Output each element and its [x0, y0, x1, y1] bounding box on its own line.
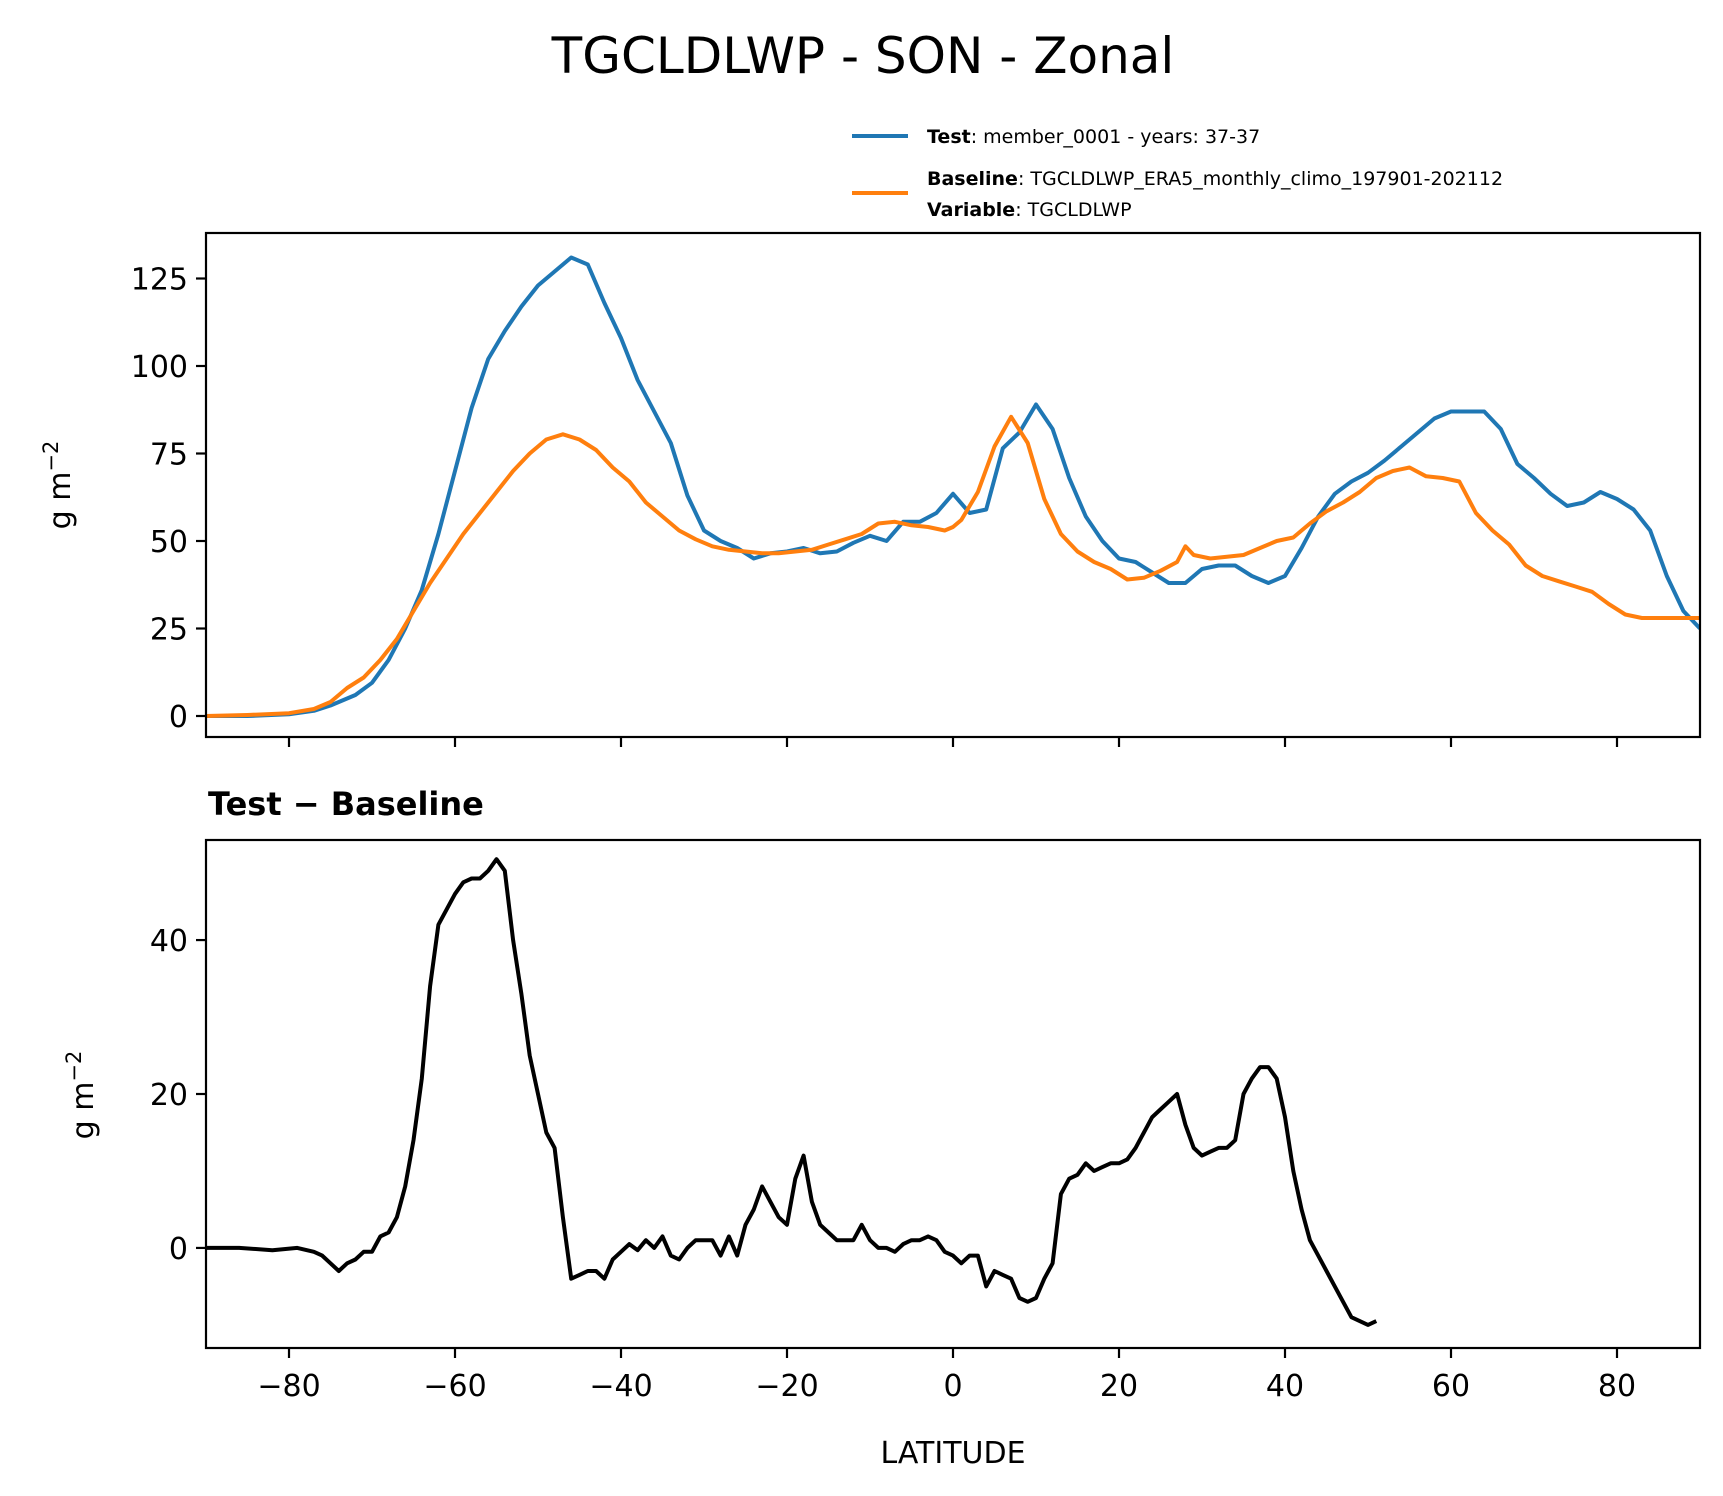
legend-test-text: : member_0001 - years: 37-37: [971, 126, 1260, 148]
legend-variable-bold: Variable: [927, 199, 1015, 221]
top-series-group: [206, 255, 1700, 718]
x-axis-label: LATITUDE: [880, 1436, 1025, 1471]
top-y-axis-label: g m−2: [39, 441, 78, 530]
bottom-y-ticks: 0 20 40: [150, 924, 206, 1267]
top-series-line-baseline: [206, 414, 1700, 718]
legend: Test: member_0001 - years: 37-37 Baselin…: [852, 126, 1503, 221]
legend-variable-text: : TGCLDLWP: [1015, 199, 1131, 221]
top-y-tick-label: 25: [150, 613, 188, 648]
legend-entry-test: Test: member_0001 - years: 37-37: [927, 126, 1260, 148]
top-y-ticks: 0 25 50 75 100 125: [131, 263, 206, 735]
x-tick-label: −40: [589, 1369, 652, 1404]
top-y-tick-label: 100: [131, 350, 188, 385]
bottom-axes-frame: [204, 838, 1702, 1350]
top-series-line-test: [206, 255, 1700, 718]
top-y-tick-label: 125: [131, 263, 188, 298]
difference-subplot-title: Test − Baseline: [208, 785, 484, 823]
top-y-tick-label: 50: [150, 525, 188, 560]
bottom-axes: 0 20 40 −80 −60 −40 −20 0 20 40 60 80 g m−2 LATITU…: [62, 838, 1702, 1471]
x-tick-label: 60: [1432, 1369, 1470, 1404]
x-tick-label: −20: [755, 1369, 818, 1404]
x-tick-label: 20: [1100, 1369, 1138, 1404]
bottom-y-tick-label: 0: [169, 1232, 188, 1267]
legend-test-bold: Test: [927, 126, 971, 148]
bottom-y-label-base: g m: [66, 1082, 101, 1140]
x-tick-label: −60: [423, 1369, 486, 1404]
legend-baseline-bold: Baseline: [927, 168, 1018, 190]
top-y-tick-label: 0: [169, 700, 188, 735]
x-tick-label: 0: [943, 1369, 962, 1404]
legend-entry-variable: Variable: TGCLDLWP: [927, 199, 1132, 221]
bottom-y-label-exp: −2: [62, 1051, 86, 1082]
top-y-label-base: g m: [43, 472, 78, 530]
top-x-ticks: [287, 737, 1619, 747]
top-y-label-exp: −2: [39, 441, 63, 472]
bottom-x-ticks: −80 −60 −40 −20 0 20 40 60 80: [257, 1348, 1636, 1404]
bottom-series-group: [206, 857, 1378, 1327]
bottom-y-tick-label: 40: [150, 924, 188, 959]
top-y-tick-label: 75: [150, 438, 188, 473]
legend-baseline-text: : TGCLDLWP_ERA5_monthly_climo_197901-202…: [1018, 168, 1503, 190]
top-axes-frame: [204, 231, 1702, 739]
top-axes: 0 25 50 75 100 125 g m−2: [39, 231, 1702, 747]
bottom-y-axis-label: g m−2: [62, 1051, 101, 1140]
chart-title: TGCLDLWP - SON - Zonal: [551, 27, 1175, 85]
x-tick-label: 40: [1266, 1369, 1304, 1404]
legend-entry-baseline: Baseline: TGCLDLWP_ERA5_monthly_climo_19…: [927, 168, 1503, 190]
bottom-series-line-test-baseline: [206, 857, 1378, 1327]
x-tick-label: 80: [1598, 1369, 1636, 1404]
x-tick-label: −80: [257, 1369, 320, 1404]
bottom-y-tick-label: 20: [150, 1078, 188, 1113]
